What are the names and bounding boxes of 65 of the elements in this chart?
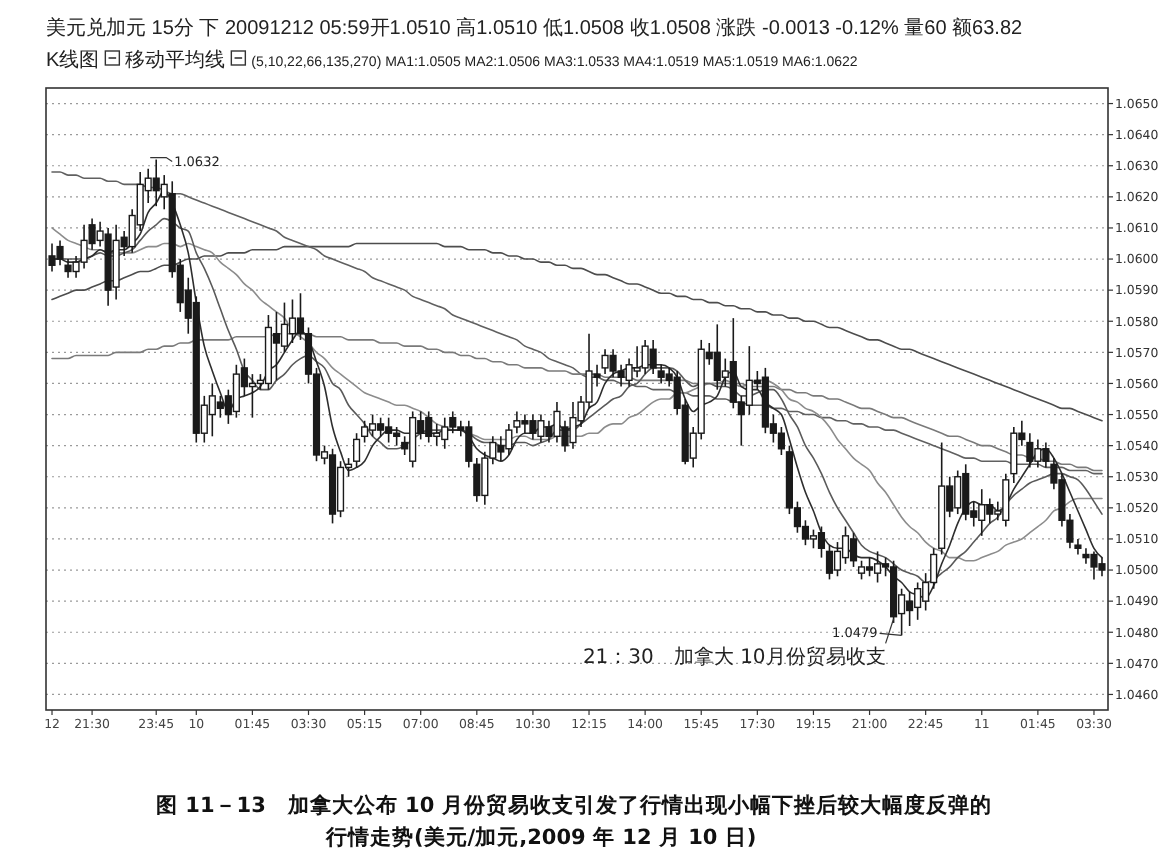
text: 图 11－13 加拿大公布 10 月份贸易收支引发了行情出现小幅下挫后较大幅度反弹的行情走势(美元/加元,2009 年 12 月 10 日) [156,792,992,850]
line-series [51,242,1103,422]
candlestick [1002,472,1010,528]
candlestick [569,401,577,450]
candlestick [553,401,561,444]
candlestick [497,435,505,462]
candlestick [745,345,753,416]
candlestick [537,413,545,444]
candlestick [729,317,737,410]
candlestick [1010,426,1018,484]
candlestick [433,423,441,447]
candlestick [521,413,529,435]
candlestick [377,416,385,438]
candlestick [865,556,874,578]
candlestick [833,541,842,578]
candlestick [978,488,986,537]
text: K线图 [46,48,100,72]
candlestick [641,339,649,375]
candlestick [112,224,120,301]
candlestick [1090,550,1098,581]
candlestick [409,410,417,469]
candlestick [280,301,289,354]
candlestick [849,531,858,568]
candlestick [857,559,866,581]
candlestick [48,242,56,273]
chart-subtitle: 美元兑加元 15分 下 20091212 05:59开1.0510 高1.0510 低1.0508 收1.0508 涨跌 -0.0013 -0.12% 量60 额63.82 [46,16,1024,40]
candlestick [361,419,369,444]
candlestick [986,497,994,525]
candlestick [248,373,256,419]
candlestick [208,382,216,438]
candlestick [545,419,553,444]
candlestick [425,410,433,444]
candlestick [962,463,970,522]
candlestick [954,469,962,515]
candlestick [505,423,513,456]
candlestick [906,591,914,627]
candlestick [1098,556,1106,578]
candlestick [841,525,850,565]
text: 移动平均线 [125,48,226,72]
candlestick [80,224,88,270]
annotation: 21：30 加拿大 10月份贸易收支 [582,645,886,670]
candlestick [817,525,826,559]
candlestick [649,339,657,375]
candlestick [1034,438,1042,469]
candlestick [1082,547,1090,565]
candlestick [393,426,401,447]
candlestick [232,363,240,419]
candlestick [713,323,721,391]
candlestick [809,528,818,550]
candlestick [777,426,785,456]
candlestick [369,413,377,438]
candlestick [825,544,834,581]
candlestick [216,395,224,419]
candlestick [152,158,160,207]
candlestick [441,416,449,450]
candlestick [914,581,922,621]
candlestick [873,550,882,584]
candlestick [609,348,617,379]
candlestick [385,416,393,444]
candlestick [288,298,297,344]
candlestick [353,432,361,469]
candlestick [336,460,345,518]
candlestick [633,345,641,379]
candlestick [272,311,281,382]
candlestick [529,413,537,441]
